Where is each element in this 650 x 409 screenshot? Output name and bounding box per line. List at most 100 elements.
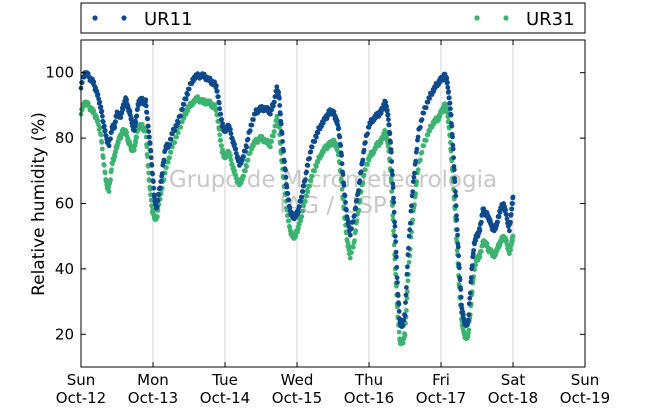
point-ur11 [149,162,155,168]
point-ur11 [338,143,344,149]
point-ur11 [151,185,157,191]
point-ur11 [365,131,370,137]
point-ur31 [296,226,301,232]
point-ur11 [131,128,137,134]
point-ur11 [340,172,346,178]
point-ur11 [183,96,189,102]
point-ur11 [154,204,160,210]
point-ur11 [412,170,417,176]
point-ur11 [390,172,395,178]
legend-frame [80,2,586,34]
point-ur31 [308,178,314,184]
point-ur11 [410,179,416,185]
point-ur11 [495,219,500,225]
point-ur11 [339,161,345,167]
point-ur11 [336,125,342,131]
point-ur11 [404,271,410,277]
point-ur31 [507,251,512,257]
point-ur11 [278,111,283,117]
point-ur11 [510,201,515,207]
x-tick-label-day: Thu [354,371,383,389]
point-ur11 [496,214,502,220]
point-ur31 [423,138,429,143]
point-ur11 [97,99,103,105]
point-ur31 [378,140,384,145]
point-ur31 [97,125,103,131]
point-ur11 [427,96,432,101]
watermark-line-1: Grupo de Micrometeorologia [169,167,497,193]
point-ur31 [100,155,106,161]
legend-ur11-label: UR11 [144,9,193,30]
point-ur11 [303,177,308,183]
point-ur31 [425,132,431,138]
point-ur31 [427,128,432,134]
point-ur11 [445,85,451,90]
point-ur11 [113,119,118,125]
point-ur11 [245,136,251,142]
point-ur11 [243,148,248,154]
point-ur31 [298,218,304,223]
point-ur11 [249,122,255,128]
point-ur11 [395,280,400,285]
point-ur11 [455,244,461,250]
point-ur11 [232,142,238,147]
point-ur31 [108,177,113,183]
point-ur31 [102,170,108,176]
point-ur11 [106,143,112,149]
point-ur31 [134,134,140,140]
x-tick-label-day: Sun [571,371,600,389]
point-ur11 [358,169,364,175]
point-ur11 [159,171,165,177]
point-ur31 [312,168,318,174]
point-ur31 [174,134,179,140]
point-ur11 [308,149,314,155]
point-ur11 [400,323,406,329]
point-ur11 [108,136,113,142]
point-ur11 [418,124,423,130]
point-ur31 [99,140,105,145]
point-ur31 [100,146,105,152]
point-ur11 [271,103,276,109]
point-ur11 [276,89,281,95]
point-ur11 [216,100,222,106]
point-ur31 [131,147,137,153]
point-ur11 [214,83,219,89]
point-ur11 [112,124,118,130]
point-ur11 [143,97,149,103]
point-ur31 [410,217,416,223]
x-tick-label-day: Tue [211,371,238,389]
point-ur11 [281,148,286,154]
point-ur11 [305,163,311,168]
point-ur31 [178,124,184,130]
point-ur31 [98,132,104,138]
point-ur31 [146,170,152,176]
point-ur11 [347,232,353,238]
point-ur11 [394,254,399,260]
point-ur31 [106,189,112,195]
point-ur11 [133,120,139,126]
point-ur11 [448,106,453,112]
legend: UR11 UR31 [80,2,586,34]
point-ur11 [215,94,221,99]
y-axis-label: Relative humidity (%) [29,112,49,296]
point-ur11 [391,209,397,215]
point-ur31 [309,173,315,179]
point-ur31 [396,329,402,335]
point-ur11 [402,313,408,319]
point-ur11 [157,185,163,191]
point-ur11 [411,174,417,180]
point-ur31 [232,168,238,174]
x-tick-label-day: Mon [137,371,169,389]
point-ur11 [102,127,108,133]
point-ur31 [124,130,129,135]
point-ur11 [251,117,256,122]
point-ur11 [410,189,416,195]
point-ur11 [391,199,397,205]
y-tick-label: 60 [55,195,74,213]
point-ur31 [299,214,305,220]
point-ur31 [277,125,282,130]
point-ur11 [145,116,151,122]
point-ur31 [466,327,472,333]
point-ur11 [478,219,484,225]
point-ur11 [147,134,152,140]
